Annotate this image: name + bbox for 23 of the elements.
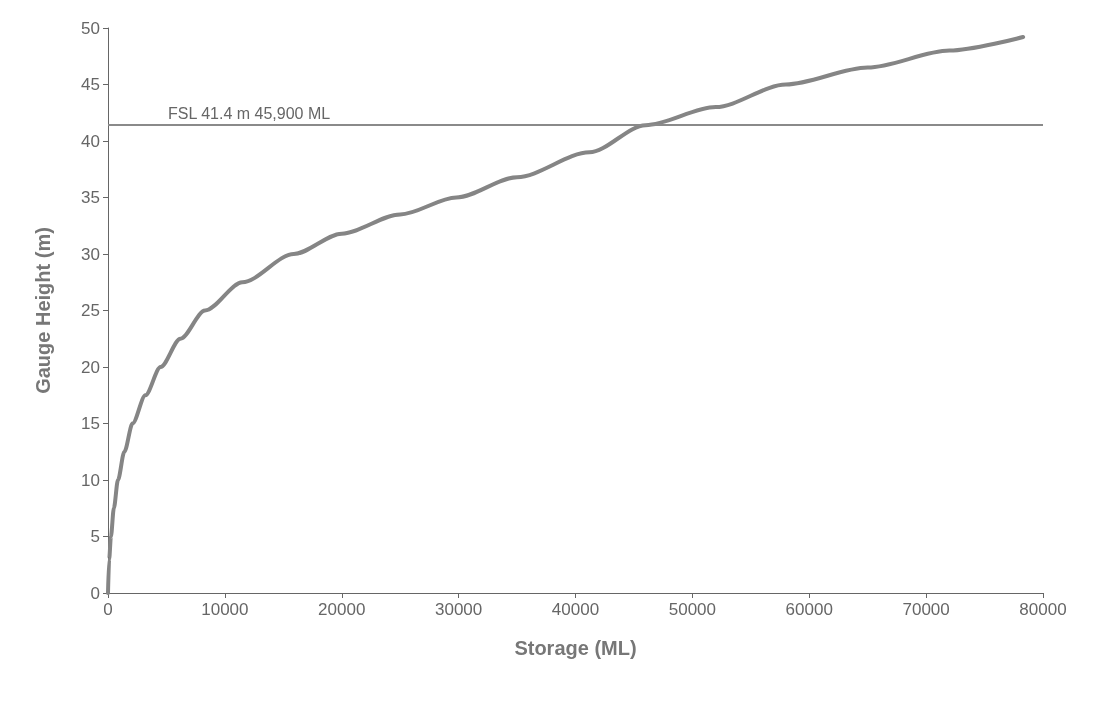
x-tick-label: 30000 [434, 600, 483, 619]
y-tick-label: 5 [90, 527, 100, 546]
x-tick-label: 10000 [201, 600, 249, 619]
x-tick-label: 50000 [668, 600, 717, 619]
x-tick-label: 60000 [785, 600, 833, 619]
y-axis-title: Gauge Height (m) [32, 227, 54, 394]
y-tick-label: 25 [81, 301, 100, 320]
x-tick-label: 80000 [1019, 600, 1067, 619]
y-tick-label: 0 [90, 583, 100, 603]
x-tick-label: 0 [103, 600, 113, 619]
ref-line-label: FSL 41.4 m 45,900 ML [168, 104, 331, 122]
y-tick-label: 40 [81, 131, 100, 151]
y-tick-label: 35 [81, 188, 100, 207]
y-tick-label: 45 [81, 75, 100, 94]
y-tick-label: 10 [81, 470, 100, 490]
x-tick-label: 70000 [902, 600, 950, 619]
x-tick-label: 40000 [551, 600, 600, 619]
x-axis-title: Storage (ML) [514, 637, 637, 659]
y-tick-label: 15 [81, 414, 100, 433]
y-tick-label: 50 [81, 18, 100, 38]
y-tick-label: 20 [81, 357, 100, 377]
y-tick-label: 30 [81, 244, 100, 264]
x-tick-label: 20000 [318, 600, 366, 619]
